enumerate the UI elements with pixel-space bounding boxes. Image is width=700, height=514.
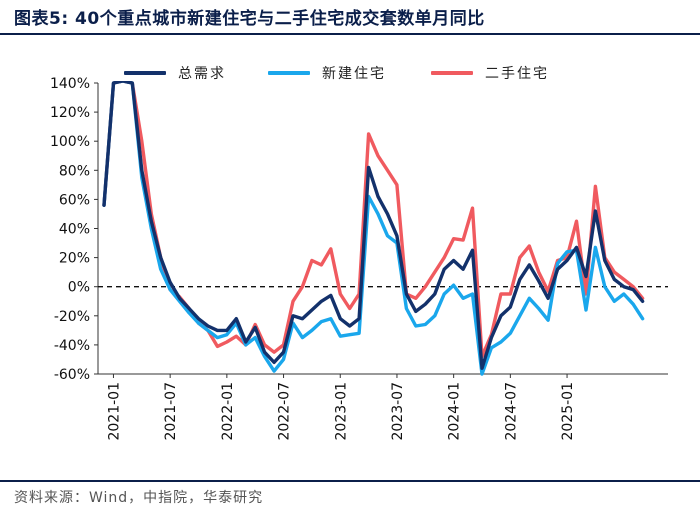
y-tick-label: 20% [59, 251, 90, 267]
legend-item-resale: 二手住宅 [431, 64, 549, 82]
legend-swatch-resale [431, 71, 473, 75]
y-tick-label: -60% [54, 367, 90, 383]
x-tick-label: 2021-01 [106, 382, 122, 441]
x-tick-label: 2024-07 [503, 382, 519, 441]
y-tick-label: 100% [50, 134, 90, 150]
x-tick-label: 2021-07 [163, 382, 179, 441]
title-rule [0, 33, 700, 35]
legend-swatch-total [124, 71, 166, 75]
legend-label-total: 总需求 [178, 66, 226, 82]
source-note: 资料来源：Wind，中指院，华泰研究 [14, 490, 264, 506]
x-tick-label: 2025-01 [560, 382, 576, 441]
chart-area: -60% -40% -20% 0% 20% 40% 60% 80% 100% 120% 140% 20… [50, 76, 668, 441]
x-tick-label: 2022-07 [277, 382, 293, 441]
y-tick-label: 60% [59, 192, 90, 208]
series-line-total [102, 81, 645, 370]
y-tick-label: 120% [50, 105, 90, 121]
y-tick-label: -40% [54, 338, 90, 354]
legend-label-new: 新建住宅 [322, 66, 386, 82]
x-tick-label: 2024-01 [447, 382, 463, 441]
x-tick-label: 2023-01 [333, 382, 349, 441]
y-tick-label: 140% [50, 76, 90, 92]
y-tick-label: 0% [68, 280, 90, 296]
series-line-resale [102, 81, 645, 359]
legend-item-new: 新建住宅 [268, 64, 386, 82]
legend-item-total: 总需求 [124, 64, 226, 82]
series-line-new [102, 81, 645, 376]
x-tick-label: 2023-07 [390, 382, 406, 441]
y-tick-label: -20% [54, 309, 90, 325]
legend-label-resale: 二手住宅 [485, 66, 549, 82]
source-rule [0, 480, 700, 482]
legend-swatch-new [268, 71, 310, 75]
y-tick-label: 80% [59, 163, 90, 179]
chart-title: 图表5: 40个重点城市新建住宅与二手住宅成交套数单月同比 [14, 9, 485, 29]
y-tick-label: 40% [59, 222, 90, 238]
x-tick-label: 2022-01 [220, 382, 236, 441]
